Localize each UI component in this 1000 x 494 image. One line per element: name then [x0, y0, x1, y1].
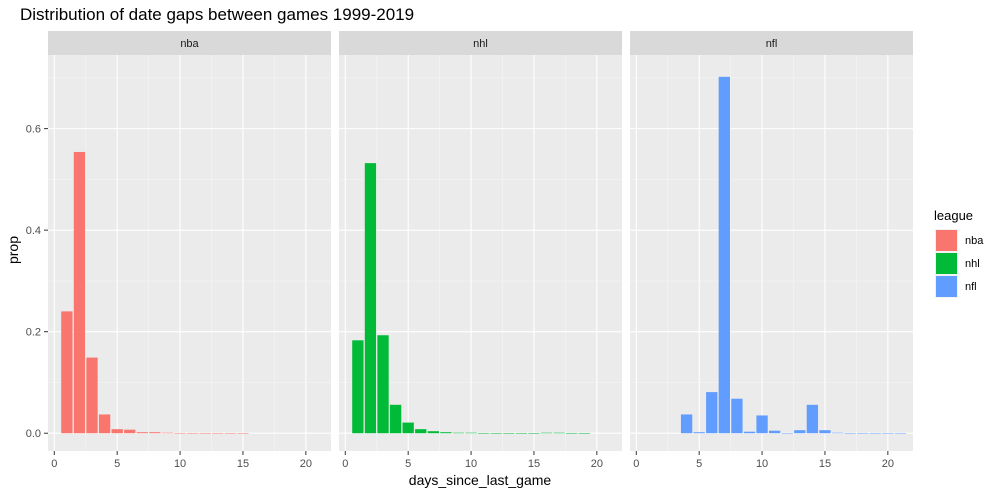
- bar-nhl-11: [477, 432, 490, 434]
- bar-nfl-14: [806, 404, 819, 434]
- bar-nfl-9: [743, 431, 756, 434]
- facet-strip: [48, 31, 331, 55]
- bar-nhl-15: [528, 433, 540, 434]
- x-tick-label: 5: [405, 458, 411, 470]
- facet-strip-label: nba: [180, 38, 199, 50]
- bar-nhl-3: [377, 335, 389, 434]
- x-tick-label: 15: [528, 458, 540, 470]
- bar-nba-12: [199, 433, 211, 434]
- legend-title: league: [934, 208, 973, 223]
- y-tick-label: 0.4: [26, 225, 41, 237]
- x-tick-label: 10: [465, 458, 477, 470]
- y-tick-label: 0.0: [26, 428, 41, 440]
- bar-nba-3: [86, 357, 98, 434]
- bar-nba-8: [149, 432, 161, 434]
- bar-nba-13: [212, 433, 224, 434]
- bar-nhl-19: [578, 433, 590, 434]
- bar-nba-11: [186, 433, 199, 434]
- bar-nhl-17: [553, 432, 565, 434]
- bar-nba-1: [61, 311, 73, 434]
- bar-nba-15: [237, 433, 249, 434]
- bar-nba-4: [98, 414, 111, 434]
- x-tick-label: 0: [342, 458, 348, 470]
- y-tick-label: 0.2: [26, 327, 41, 339]
- bar-nfl-11: [768, 430, 781, 434]
- facet-strip: [339, 31, 622, 55]
- legend-swatch-nfl: [936, 276, 957, 297]
- y-axis-title: prop: [5, 236, 21, 264]
- bar-nba-7: [136, 432, 148, 434]
- bar-nhl-14: [515, 433, 528, 434]
- bar-nhl-16: [540, 432, 553, 434]
- x-tick-label: 20: [591, 458, 603, 470]
- legend-swatch-nba: [936, 230, 957, 251]
- x-tick-label: 15: [237, 458, 249, 470]
- bar-nba-14: [224, 433, 237, 434]
- x-tick-label: 10: [174, 458, 186, 470]
- bar-nhl-10: [465, 432, 477, 434]
- bar-nhl-2: [364, 163, 377, 434]
- bar-nfl-17: [844, 432, 856, 434]
- facet-panel-nba: nba 0 5 10 15 20: [48, 31, 331, 470]
- bar-nhl-1: [352, 340, 364, 434]
- bar-nfl-15: [819, 430, 831, 434]
- bar-nfl-12: [781, 432, 793, 434]
- x-axis-title: days_since_last_game: [409, 472, 552, 488]
- x-tick-label: 20: [882, 458, 894, 470]
- bar-nfl-18: [857, 432, 869, 434]
- bar-nhl-12: [490, 433, 502, 434]
- panel-background: [630, 55, 913, 451]
- bar-nfl-19: [869, 432, 881, 434]
- bar-nfl-6: [706, 392, 718, 434]
- bar-nba-9: [161, 432, 174, 434]
- bar-nfl-8: [731, 398, 743, 434]
- facet-strip-label: nhl: [473, 38, 488, 50]
- bar-nfl-21: [894, 432, 907, 434]
- bar-nhl-5: [402, 422, 414, 434]
- legend-label-nba: nba: [965, 235, 984, 247]
- bar-nhl-7: [427, 431, 439, 434]
- facet-strip: [630, 31, 913, 55]
- bar-nfl-7: [718, 76, 730, 434]
- bar-nhl-4: [389, 404, 402, 434]
- facet-panel-nfl: nfl 0 5 10 15 20: [630, 31, 913, 470]
- facet-panel-nhl: nhl 0 5 10 15 20: [339, 31, 622, 470]
- bar-nfl-20: [882, 432, 894, 434]
- y-tick-label: 0.6: [26, 124, 41, 136]
- bar-nfl-16: [831, 432, 844, 434]
- chart-title: Distribution of date gaps between games …: [20, 5, 414, 24]
- bar-nfl-13: [794, 430, 806, 434]
- bar-nfl-4: [680, 414, 693, 434]
- bar-nhl-9: [452, 432, 465, 434]
- bar-nfl-10: [756, 415, 768, 434]
- bar-nba-6: [124, 429, 136, 434]
- facet-strip-label: nfl: [766, 38, 778, 50]
- x-tick-label: 5: [114, 458, 120, 470]
- x-tick-label: 10: [756, 458, 768, 470]
- x-tick-label: 15: [819, 458, 831, 470]
- bar-nhl-18: [566, 432, 578, 434]
- x-tick-label: 0: [51, 458, 57, 470]
- legend-swatch-nhl: [936, 253, 957, 274]
- bar-nba-2: [73, 151, 86, 434]
- y-axis: 0.0 0.2 0.4 0.6: [26, 124, 48, 440]
- bar-nba-5: [111, 429, 123, 434]
- bar-nba-10: [174, 432, 186, 434]
- bar-nhl-13: [503, 433, 515, 434]
- facet-panels: nba 0 5 10 15 20 nhl 0 5 10 15 20 nfl 0 5 10 15 20: [48, 31, 913, 470]
- legend-label-nhl: nhl: [965, 258, 980, 270]
- x-tick-label: 5: [696, 458, 702, 470]
- legend-label-nfl: nfl: [965, 281, 977, 293]
- bar-nfl-5: [693, 432, 705, 434]
- legend: league nba nhl nfl: [934, 208, 984, 298]
- x-tick-label: 0: [633, 458, 639, 470]
- x-tick-label: 20: [300, 458, 312, 470]
- bar-nhl-6: [415, 429, 427, 434]
- bar-nhl-8: [440, 432, 452, 434]
